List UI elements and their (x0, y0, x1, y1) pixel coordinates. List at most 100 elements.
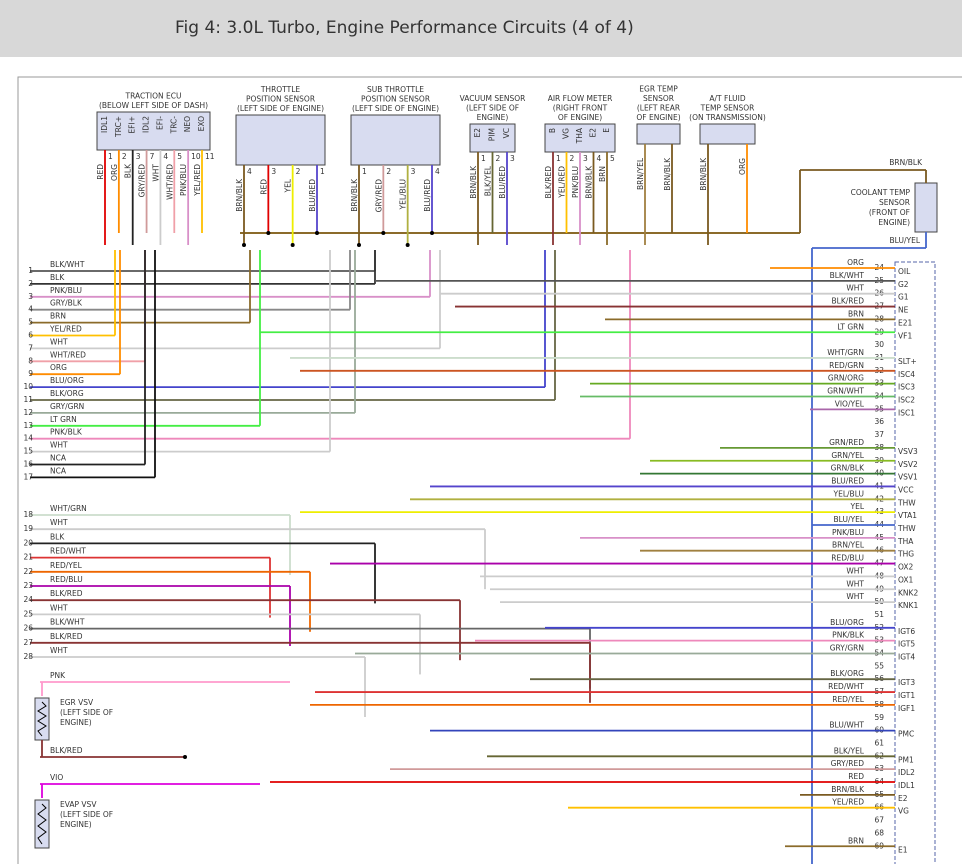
wire-number: 17 (23, 472, 33, 481)
wire-label: YEL (850, 502, 865, 511)
component-box (469, 123, 516, 153)
pin-number: 5 (177, 152, 182, 161)
ecu-box (894, 261, 936, 864)
wire-number: 18 (23, 510, 33, 519)
ecu-pin-name: IGT3 (898, 678, 915, 687)
ecu-pin-name: THA (897, 537, 914, 546)
pin-number: 4 (163, 152, 168, 161)
ecu-pin-name: IGT4 (898, 653, 915, 662)
component-title: A/T FLUID (709, 94, 745, 103)
vsv-label: (LEFT SIDE OF (60, 708, 113, 717)
component-title: TRACTION ECU (125, 92, 182, 101)
pin-name: E (602, 128, 611, 133)
ecu-pin-name: THW (897, 524, 916, 533)
wire-label: WHT (846, 579, 864, 588)
diagram-frame (17, 76, 962, 864)
pin-number: 4 (435, 167, 440, 176)
wire-label: NCA (50, 466, 67, 475)
junction (315, 231, 319, 235)
ecu-pin-number: 55 (874, 661, 884, 670)
wire-label: RED/WHT (828, 682, 864, 691)
wire-number: 26 (23, 624, 33, 633)
wire-number: 25 (23, 609, 33, 618)
wire-label: PNK/BLU (50, 286, 82, 295)
component-title: AIR FLOW METER (548, 94, 613, 103)
component-title: POSITION SENSOR (361, 95, 430, 104)
pin-number: 1 (556, 154, 561, 163)
wire-number: 3 (28, 292, 33, 301)
wire-label: BLK/ORG (830, 669, 864, 678)
wire-label: BLU/RED (308, 179, 317, 212)
wire-label: RED (259, 179, 268, 195)
wire-label: BRN (50, 312, 66, 321)
sensor-box (914, 182, 938, 233)
header-bar (0, 0, 962, 57)
pin-name: PIM (488, 128, 497, 141)
wire-number: 16 (23, 460, 33, 469)
pin-number: 4 (247, 167, 252, 176)
wire-label: WHT (50, 603, 68, 612)
component-title: SENSOR (879, 198, 910, 207)
component-title: VACUUM SENSOR (460, 94, 526, 103)
wire-label: GRY/RED (831, 759, 865, 768)
wire-label: YEL/RED (831, 798, 864, 807)
wire-label: GRY/BLK (50, 299, 83, 308)
pin-number: 2 (296, 167, 301, 176)
wire-label: BLU/YEL (890, 236, 921, 245)
ecu-pin-name: VCC (898, 485, 914, 494)
wire-label: BLU/RED (498, 166, 507, 199)
pin-number: 3 (583, 154, 588, 163)
ecu-pin-name: VTA1 (898, 511, 917, 520)
wire-label: WHT (846, 566, 864, 575)
wire-label: GRY/RED (138, 164, 147, 198)
pin-name: VG (562, 128, 571, 139)
pin-name: EXO (197, 116, 206, 131)
wire-label: BLK/RED (50, 746, 83, 755)
wire-number: 11 (23, 395, 33, 404)
pin-name: EFI- (155, 116, 164, 130)
wire-label: BLU/WHT (829, 721, 864, 730)
wire-label: BRN/BLK (663, 157, 672, 191)
wire-label: WHT (50, 518, 68, 527)
wire-label: BRN (848, 836, 864, 845)
wire-label: WHT/RED (165, 164, 174, 200)
wire-label: PNK/BLU (179, 164, 188, 196)
pin-name: VC (502, 128, 511, 138)
component-box (350, 114, 441, 166)
wire-label: GRN/YEL (831, 451, 864, 460)
junction (357, 243, 361, 247)
component-title: (LEFT SIDE OF (466, 104, 519, 113)
junction (266, 231, 271, 235)
wire-label: BLK/RED (544, 166, 553, 199)
wire-label: BRN (848, 309, 864, 318)
ecu-pin-number: 30 (874, 340, 884, 349)
wire-label: BRN/BLK (235, 178, 244, 212)
component-title: TEMP SENSOR (700, 104, 755, 113)
wire-number: 14 (23, 434, 33, 443)
vsv-label: ENGINE) (60, 820, 92, 829)
ecu-pin-number: 36 (874, 417, 884, 426)
vsv-coil (37, 803, 47, 845)
wire-label: ORG (110, 164, 119, 181)
wire-label: BLU/ORG (830, 618, 864, 627)
wire-label: RED/YEL (832, 695, 865, 704)
ecu-pin-name: E1 (898, 845, 908, 854)
pin-number: 5 (610, 154, 615, 163)
ecu-pin-name: G2 (898, 280, 909, 289)
ecu-pin-name: G1 (898, 293, 909, 302)
ecu-pin-number: 59 (874, 713, 884, 722)
wire-label: BLU/ORG (50, 376, 84, 385)
ecu-pin-name: OIL (898, 267, 911, 276)
wire-number: 19 (23, 524, 33, 533)
wire-label: RED/YEL (50, 561, 83, 570)
wire-label: RED (848, 772, 864, 781)
wire-label: PNK (50, 671, 66, 680)
component-title: (ON TRANSMISSION) (689, 113, 766, 122)
wire-label: BLK/RED (832, 297, 865, 306)
wire-number: 1 (28, 266, 33, 275)
pin-number: 3 (411, 167, 416, 176)
wire-label: YEL/RED (193, 164, 202, 197)
ecu-pin-name: IGF1 (898, 704, 915, 713)
component-box (699, 123, 756, 145)
